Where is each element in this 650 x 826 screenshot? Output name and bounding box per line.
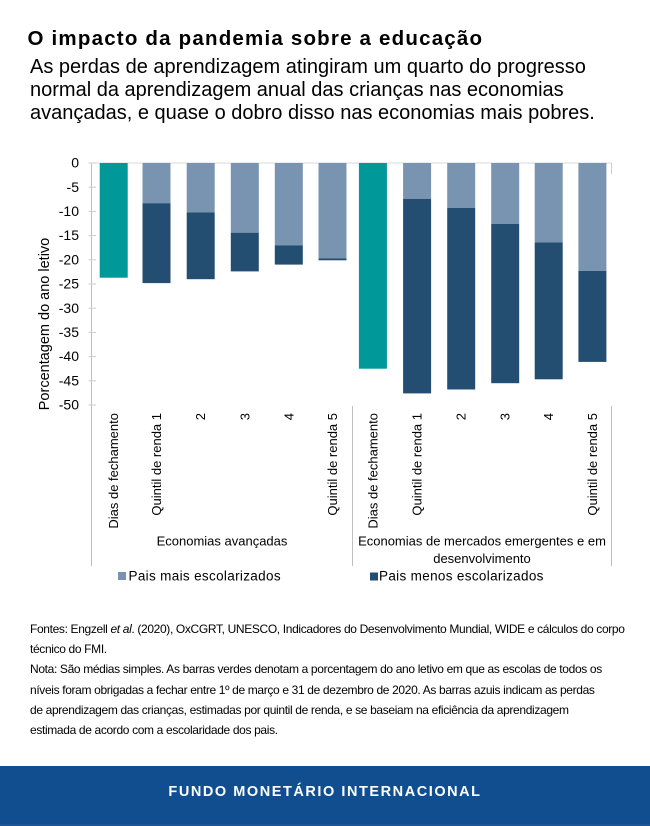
svg-text:4: 4 <box>541 413 556 420</box>
svg-text:-50: -50 <box>59 397 79 413</box>
svg-text:Pais menos escolarizados: Pais menos escolarizados <box>379 569 544 584</box>
svg-text:Dias de fechamento: Dias de fechamento <box>365 413 380 529</box>
svg-text:-15: -15 <box>59 227 79 243</box>
svg-text:-45: -45 <box>59 372 79 388</box>
svg-text:Quintil de renda 1: Quintil de renda 1 <box>410 413 425 516</box>
svg-text:Dias de fechamento: Dias de fechamento <box>106 413 121 529</box>
svg-text:Economias de mercados emergent: Economias de mercados emergentes e em <box>358 534 606 549</box>
svg-text:Quintil de renda 5: Quintil de renda 5 <box>325 413 340 516</box>
svg-text:3: 3 <box>237 413 252 420</box>
svg-text:3: 3 <box>498 413 513 420</box>
svg-text:-5: -5 <box>67 179 80 195</box>
svg-text:Pais mais escolarizados: Pais mais escolarizados <box>129 569 281 584</box>
svg-text:-30: -30 <box>59 300 79 316</box>
svg-text:-10: -10 <box>59 203 79 219</box>
svg-text:desenvolvimento: desenvolvimento <box>433 551 531 566</box>
svg-text:4: 4 <box>281 413 296 420</box>
svg-text:-35: -35 <box>59 324 79 340</box>
svg-text:0: 0 <box>71 155 79 171</box>
svg-text:-40: -40 <box>59 348 79 364</box>
svg-text:Quintil de renda 1: Quintil de renda 1 <box>149 413 164 516</box>
svg-text:-20: -20 <box>59 251 79 267</box>
svg-text:-25: -25 <box>59 276 79 292</box>
svg-text:2: 2 <box>454 413 469 420</box>
svg-text:2: 2 <box>193 413 208 420</box>
svg-text:Porcentagem do ano letivo: Porcentagem do ano letivo <box>37 238 53 411</box>
svg-text:Quintil de renda 5: Quintil de renda 5 <box>585 413 600 516</box>
svg-text:Economias avançadas: Economias avançadas <box>157 534 288 549</box>
